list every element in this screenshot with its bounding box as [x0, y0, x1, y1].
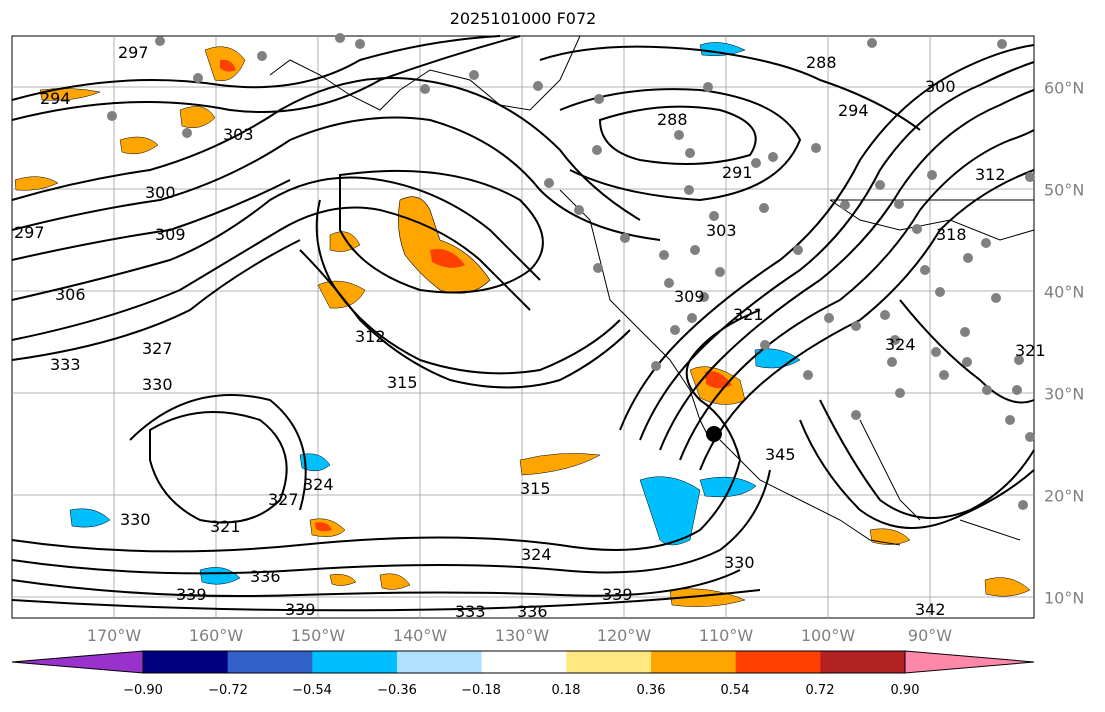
contour-label: 330 [120, 510, 151, 529]
contour-label: 294 [40, 89, 71, 108]
marked-station [706, 426, 722, 442]
contour-label: 309 [674, 287, 705, 306]
contour-label: 315 [387, 373, 418, 392]
colorbar-extend-min [11, 650, 144, 674]
plot-title: 2025101000 F072 [449, 9, 597, 28]
colorbar-extend-max [904, 650, 1035, 674]
contour-label: 327 [142, 339, 173, 358]
contour-label: 321 [733, 305, 764, 324]
contour-label: 300 [145, 183, 176, 202]
lat-label: 20°N [1044, 486, 1085, 506]
colorbar-tick: 0.54 [720, 683, 750, 698]
contour-label: 342 [915, 600, 946, 619]
contour-label: 312 [975, 165, 1006, 184]
contour-label: 315 [520, 479, 551, 498]
contour-label: 324 [521, 545, 552, 564]
contour-label: 339 [176, 585, 207, 604]
colorbar-tick: −0.36 [377, 683, 417, 698]
contour-label-layer: 297 294 300 297 309 306 303 288 288 294 … [14, 43, 1046, 621]
contour-label: 318 [936, 225, 967, 244]
contour-label: 294 [838, 101, 869, 120]
contour-label: 300 [925, 77, 956, 96]
lon-label: 120°W [596, 626, 652, 645]
colorbar-segment [143, 651, 229, 673]
contour-label: 297 [14, 223, 45, 242]
lat-label: 40°N [1044, 282, 1085, 302]
contour-label: 330 [142, 375, 173, 394]
colorbar-tick: 0.90 [890, 683, 920, 698]
colorbar-tick: −0.72 [208, 683, 248, 698]
station-dots [107, 33, 1035, 510]
contour-label: 306 [55, 285, 86, 304]
lon-label: 150°W [290, 626, 346, 645]
colorbar-tick: 0.18 [551, 683, 581, 698]
contour-label: 303 [223, 125, 254, 144]
contour-label: 345 [765, 445, 796, 464]
lon-label: 140°W [392, 626, 448, 645]
lon-label: 130°W [494, 626, 550, 645]
colorbar-segment [227, 651, 313, 673]
colorbar-tick: 0.72 [805, 683, 835, 698]
lon-label: 100°W [800, 626, 856, 645]
colorbar-segment [566, 651, 652, 673]
lat-label: 30°N [1044, 384, 1085, 404]
contour-label: 288 [657, 110, 688, 129]
colorbar-frame [142, 650, 906, 674]
contour-lines [11, 35, 1035, 612]
colorbar-segment [481, 651, 567, 673]
contour-label: 324 [303, 475, 334, 494]
lon-label: 160°W [188, 626, 244, 645]
contour-label: 288 [806, 53, 837, 72]
colorbar-segment [820, 651, 906, 673]
lon-label: 90°W [907, 626, 953, 645]
colorbar-segment [397, 651, 483, 673]
contour-label: 330 [724, 553, 755, 572]
colorbar-tick: −0.54 [292, 683, 332, 698]
contour-label: 291 [722, 163, 753, 182]
lat-label: 10°N [1044, 588, 1085, 608]
colorbar-segments [11, 650, 1035, 674]
contour-label: 339 [285, 600, 316, 619]
lat-label: 60°N [1044, 78, 1085, 98]
contour-label: 333 [455, 602, 486, 621]
contour-label: 336 [250, 567, 281, 586]
lon-label: 110°W [698, 626, 754, 645]
colorbar-segment [312, 651, 398, 673]
contour-label: 321 [1015, 341, 1046, 360]
colorbar-tick: −0.18 [461, 683, 501, 698]
lon-label: 170°W [86, 626, 142, 645]
colorbar-tick: −0.90 [123, 683, 163, 698]
contour-label: 324 [885, 335, 916, 354]
colorbar-segment [651, 651, 737, 673]
contour-label: 309 [155, 225, 186, 244]
contour-label: 321 [210, 517, 241, 536]
colorbar-segment [735, 651, 821, 673]
contour-label: 327 [268, 490, 299, 509]
contour-label: 339 [602, 585, 633, 604]
contour-label: 333 [50, 355, 81, 374]
colorbar-tick: 0.36 [636, 683, 666, 698]
contour-label: 336 [517, 602, 548, 621]
contour-label: 312 [355, 327, 386, 346]
contour-label: 303 [706, 221, 737, 240]
contour-label: 297 [118, 43, 149, 62]
lat-label: 50°N [1044, 180, 1085, 200]
